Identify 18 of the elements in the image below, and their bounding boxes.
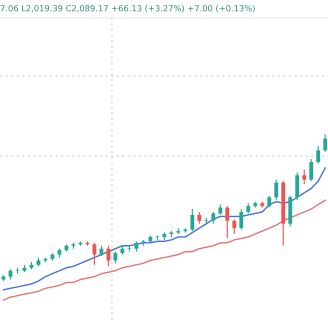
candlestick	[190, 208, 194, 232]
chart-title: 7.06 L2,019.39 C2,089.17 +66.13 (+3.27%) +7.00 (+0.13%)	[0, 4, 255, 12]
candlestick	[274, 179, 278, 201]
candlestick	[106, 245, 110, 267]
candlestick	[211, 211, 216, 224]
candlestick	[92, 242, 96, 266]
candlestick	[239, 208, 244, 230]
candlestick	[197, 211, 202, 224]
candlestick	[134, 240, 138, 252]
candlestick	[218, 204, 222, 216]
candlestick	[323, 134, 328, 152]
candlestick	[246, 202, 250, 214]
candlestick	[295, 172, 300, 201]
candlestick	[225, 206, 230, 239]
candlestick	[113, 251, 118, 264]
candlestick	[8, 268, 12, 280]
candlestick	[99, 245, 104, 257]
candlestick	[309, 158, 314, 182]
